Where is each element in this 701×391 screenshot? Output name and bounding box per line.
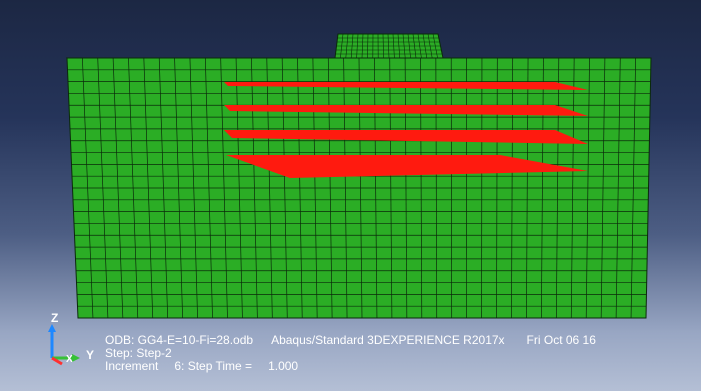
- axis-x-label: X: [66, 354, 73, 365]
- odb-name: ODB: GG4-E=10-Fi=28.odb: [105, 333, 254, 347]
- axis-z-label: Z: [51, 311, 59, 325]
- step-name: Step: Step-2: [105, 346, 172, 360]
- reinforcement-layer-2: [224, 105, 588, 116]
- increment-label: Increment: [105, 359, 159, 373]
- reinforcement-layer-4: [226, 155, 588, 178]
- reinforcement-layer-1: [224, 82, 588, 90]
- solver-version: Abaqus/Standard 3DEXPERIENCE R2017x: [271, 333, 505, 347]
- run-date: Fri Oct 06 16: [526, 333, 596, 347]
- odb-info-block: ODB: GG4-E=10-Fi=28.odb Abaqus/Standard 3…: [105, 334, 596, 373]
- increment-value: 6: Step Time =: [174, 359, 253, 373]
- soil-mesh: [67, 57, 651, 319]
- reinforcement-layer-3: [224, 130, 588, 144]
- footing-block: [334, 33, 444, 59]
- axis-triad: [42, 310, 102, 370]
- step-time: 1.000: [268, 359, 299, 373]
- axis-y-label: Y: [86, 348, 95, 362]
- reinforcement-layers: [224, 82, 588, 178]
